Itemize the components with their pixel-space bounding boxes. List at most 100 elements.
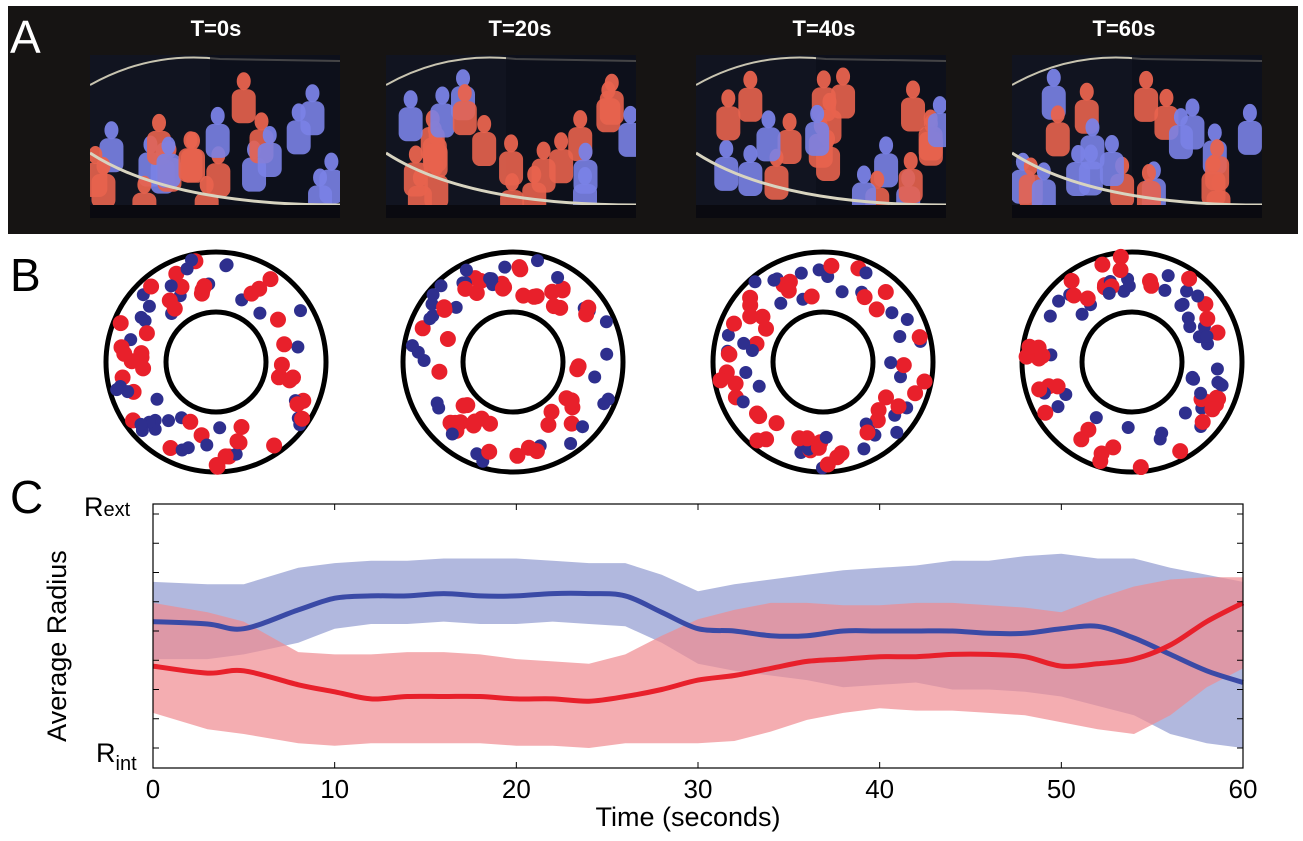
pedestrian-figure xyxy=(1201,154,1226,206)
blue-pedestrian-dot xyxy=(1089,411,1103,425)
red-pedestrian-dot xyxy=(482,415,498,432)
blue-pedestrian-dot xyxy=(893,330,907,343)
blue-pedestrian-dot xyxy=(894,370,907,384)
panel-letter-a: A xyxy=(10,11,41,63)
red-series-band xyxy=(153,577,1243,748)
pedestrian-figure xyxy=(452,84,477,136)
red-pedestrian-dot xyxy=(727,375,744,392)
pedestrian-figure xyxy=(716,89,741,141)
red-pedestrian-dot xyxy=(823,257,840,274)
blue-pedestrian-dot xyxy=(739,366,753,379)
red-pedestrian-dot xyxy=(749,432,766,449)
barrier-rail-bottom xyxy=(696,151,946,207)
red-pedestrian-dot xyxy=(466,413,483,430)
red-pedestrian-dot xyxy=(138,325,155,342)
red-pedestrian-dot xyxy=(870,402,887,419)
blue-pedestrian-dot xyxy=(531,254,544,268)
red-pedestrian-dot xyxy=(1073,431,1090,448)
red-pedestrian-dot xyxy=(558,390,575,407)
blue-pedestrian-dot xyxy=(134,417,148,431)
red-pedestrian-dot xyxy=(494,280,511,297)
red-pedestrian-dot xyxy=(262,271,279,288)
blue-pedestrian-dot xyxy=(1075,307,1089,321)
blue-series-line xyxy=(152,590,1244,685)
blue-pedestrian-dot xyxy=(748,275,762,289)
red-pedestrian-dot xyxy=(143,278,160,295)
blue-pedestrian-dot xyxy=(134,310,148,324)
blue-pedestrian-dot xyxy=(142,299,156,313)
red-pedestrian-dot xyxy=(554,280,571,297)
blue-pedestrian-dot xyxy=(181,441,195,455)
red-pedestrian-dot xyxy=(1094,256,1111,273)
ring-inner-wall xyxy=(770,309,876,415)
blue-pedestrian-dot xyxy=(423,312,437,326)
red-pedestrian-dot xyxy=(878,389,894,406)
blue-pedestrian-dot xyxy=(426,288,440,302)
x-tick-label: 50 xyxy=(1047,774,1076,804)
red-pedestrian-dot xyxy=(182,413,199,430)
blue-pedestrian-dot xyxy=(819,430,833,444)
pedestrian-figure xyxy=(1134,70,1159,122)
pedestrian-figure xyxy=(205,106,230,158)
blue-pedestrian-dot xyxy=(745,344,759,357)
x-tick-label: 30 xyxy=(684,774,713,804)
red-pedestrian-dot xyxy=(515,287,532,304)
ring-diagram xyxy=(1018,248,1245,475)
red-pedestrian-dot xyxy=(1034,347,1051,364)
blue-pedestrian-dot xyxy=(794,266,808,280)
blue-pedestrian-dot xyxy=(890,425,904,439)
video-frame-20s xyxy=(386,55,636,218)
red-pedestrian-dot xyxy=(1199,310,1216,327)
blue-pedestrian-dot xyxy=(551,271,565,284)
red-pedestrian-dot xyxy=(803,288,820,305)
red-pedestrian-dot xyxy=(1209,324,1226,341)
red-pedestrian-dot xyxy=(285,369,301,386)
blue-pedestrian-dot xyxy=(1176,297,1190,311)
blue-pedestrian-dot xyxy=(449,300,463,314)
blue-pedestrian-dot xyxy=(736,395,750,409)
red-pedestrian-dot xyxy=(712,372,729,389)
red-pedestrian-dot xyxy=(209,458,226,475)
red-pedestrian-dot xyxy=(1194,413,1211,430)
ring-diagram xyxy=(710,249,936,475)
x-tick-label: 0 xyxy=(146,774,160,804)
blue-pedestrian-dot xyxy=(885,306,899,320)
red-pedestrian-dot xyxy=(481,443,498,460)
red-pedestrian-dot xyxy=(545,298,562,315)
panel-letter-c: C xyxy=(10,471,44,523)
red-pedestrian-dot xyxy=(168,265,185,282)
blue-pedestrian-dot xyxy=(1194,386,1208,400)
blue-pedestrian-dot xyxy=(1191,289,1205,303)
blue-pedestrian-dot xyxy=(121,385,135,399)
frame-floor xyxy=(386,205,636,218)
red-pedestrian-dot xyxy=(251,280,268,297)
blue-pedestrian-dot xyxy=(498,260,512,274)
red-pedestrian-dot xyxy=(1049,378,1066,395)
blue-pedestrian-dot xyxy=(430,396,444,410)
x-tick-label: 40 xyxy=(865,774,894,804)
red-pedestrian-dot xyxy=(1093,445,1110,462)
red-pedestrian-dot xyxy=(271,368,288,385)
blue-pedestrian-dot xyxy=(1210,362,1224,376)
pedestrian-figure xyxy=(898,151,923,203)
blue-pedestrian-dot xyxy=(1051,400,1065,414)
red-pedestrian-dot xyxy=(1132,459,1149,475)
red-pedestrian-dot xyxy=(877,284,894,300)
red-pedestrian-dot xyxy=(720,345,737,362)
red-pedestrian-dot xyxy=(528,443,545,460)
red-pedestrian-dot xyxy=(1172,443,1189,460)
red-pedestrian-dot xyxy=(135,360,152,377)
blue-pedestrian-dot xyxy=(1161,269,1175,283)
y-top-label-rext: Rext xyxy=(84,492,131,522)
blue-pedestrian-dot xyxy=(1043,309,1057,323)
time-label-60s: T=60s xyxy=(1092,16,1156,41)
blue-pedestrian-dot xyxy=(900,313,914,326)
red-pedestrian-dot xyxy=(1079,290,1096,307)
x-tick-label: 20 xyxy=(502,774,531,804)
red-pedestrian-dot xyxy=(266,437,283,454)
red-pedestrian-dot xyxy=(540,416,557,433)
blue-pedestrian-dot xyxy=(425,297,439,311)
pedestrian-figure xyxy=(1168,108,1193,160)
pedestrian-figure xyxy=(756,110,781,162)
blue-pedestrian-dot xyxy=(1122,279,1136,293)
